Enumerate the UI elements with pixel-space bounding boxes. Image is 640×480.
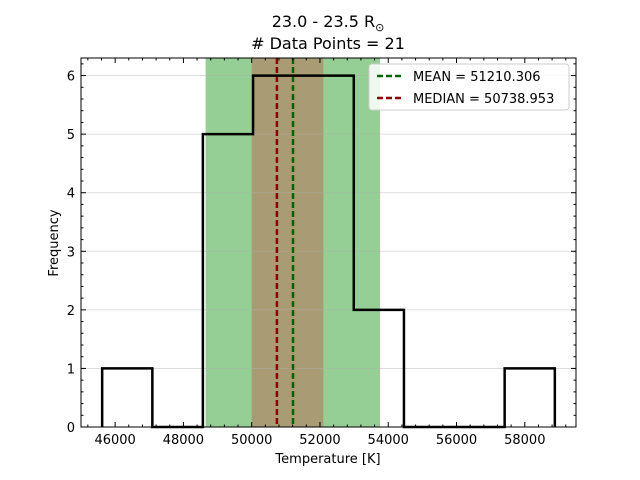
ticks-layer: 46000 48000 50000 52000 54000 56000 58000 0 1 2 3 4…	[67, 58, 576, 448]
legend-mean-label: MEAN = 51210.306	[413, 70, 541, 85]
x-tick-label-58000: 58000	[504, 433, 545, 448]
y-tick-label-3: 3	[67, 245, 75, 260]
reference-lines-layer	[275, 58, 295, 427]
histogram-bin-8	[505, 368, 555, 427]
histogram-outline	[100, 74, 557, 429]
x-tick-label-52000: 52000	[299, 433, 340, 448]
legend-median-label: MEDIAN = 50738.953	[413, 92, 554, 107]
y-tick-label-1: 1	[67, 362, 75, 377]
title-subscript: ⊙	[375, 21, 384, 34]
y-tick-label-0: 0	[67, 421, 75, 436]
x-tick-label-48000: 48000	[163, 433, 204, 448]
axes-frame	[80, 57, 577, 428]
y-axis-label: Frequency	[47, 209, 62, 276]
x-tick-label-50000: 50000	[231, 433, 272, 448]
histogram-bin-0	[102, 368, 152, 427]
y-tick-label-4: 4	[67, 187, 75, 202]
x-tick-label-46000: 46000	[94, 433, 135, 448]
x-tick-label-54000: 54000	[368, 433, 409, 448]
uncertainty-band-1	[251, 58, 324, 427]
legend: MEAN = 51210.306 MEDIAN = 50738.953	[368, 63, 570, 111]
plot-area: 46000 48000 50000 52000 54000 56000 58000 0 1 2 3 4…	[67, 57, 577, 448]
x-axis-label: Temperature [K]	[274, 452, 380, 467]
chart-title-line2: # Data Points = 21	[251, 34, 405, 53]
y-tick-label-5: 5	[67, 128, 75, 143]
legend-box	[368, 63, 570, 111]
y-tick-label-6: 6	[67, 70, 75, 85]
y-tick-label-2: 2	[67, 304, 75, 319]
chart-title-line1: 23.0 - 23.5 R⊙	[272, 12, 385, 34]
x-tick-label-56000: 56000	[436, 433, 477, 448]
histogram-layer	[100, 74, 557, 429]
